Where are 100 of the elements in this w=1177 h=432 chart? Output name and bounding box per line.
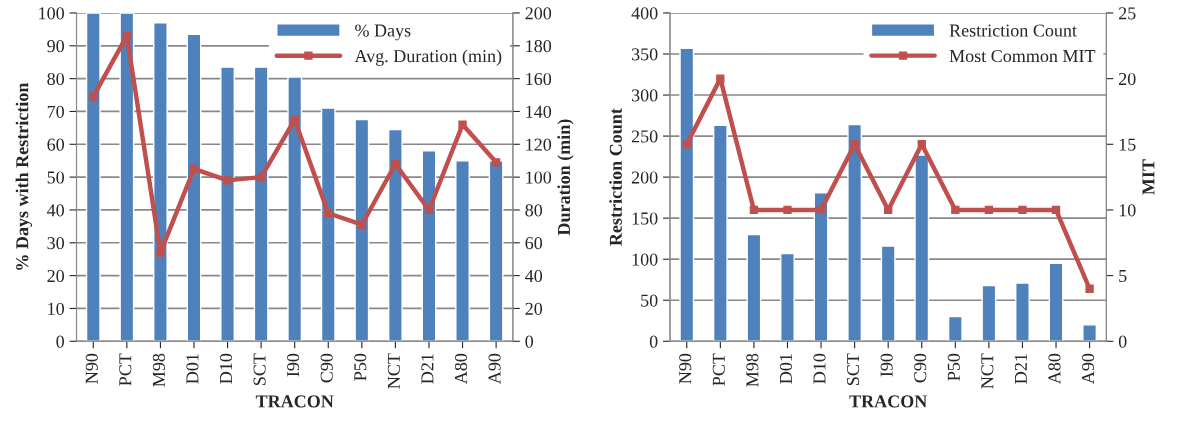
point — [951, 205, 960, 215]
y2-tick-label: 20 — [1118, 72, 1136, 86]
y-tick-label: 100 — [39, 7, 65, 20]
point — [491, 158, 501, 167]
point — [458, 120, 467, 129]
point — [156, 248, 165, 257]
y-tick-label: 400 — [631, 7, 658, 20]
bar — [712, 124, 728, 342]
bar — [679, 47, 695, 342]
point — [917, 140, 926, 149]
point — [122, 31, 132, 41]
y2-tick-label: 20 — [525, 302, 543, 315]
point — [1018, 205, 1027, 215]
x-tick-label: A90 — [1081, 353, 1095, 384]
bar — [813, 192, 829, 342]
y2-tick-label: 100 — [526, 171, 552, 184]
bar — [1048, 262, 1064, 342]
y-tick-label: 70 — [47, 105, 65, 118]
point — [884, 205, 893, 215]
y2-tick-label: 180 — [526, 40, 552, 53]
y-tick-label: 50 — [641, 294, 658, 307]
x-tick-label: M98 — [152, 353, 165, 387]
y2-tick-label: 80 — [525, 204, 543, 217]
bar — [186, 33, 202, 342]
x-tick-label: M98 — [746, 353, 759, 387]
bar — [153, 22, 168, 342]
x-tick-label: D01 — [186, 354, 199, 384]
x-axis-title: TRACON — [849, 395, 928, 408]
x-tick-label: PCT — [119, 353, 132, 386]
x-tick-label: I90 — [880, 353, 893, 377]
y-tick-label: 150 — [632, 212, 658, 225]
point — [1085, 284, 1094, 293]
bar — [220, 66, 235, 342]
y-tick-label: 0 — [56, 335, 65, 348]
y2-tick-label: 160 — [526, 72, 552, 86]
point — [290, 115, 299, 124]
bar — [981, 284, 997, 342]
point — [749, 205, 759, 215]
x-tick-label: A80 — [454, 353, 468, 384]
bar — [914, 154, 930, 342]
point — [189, 164, 199, 174]
bar — [119, 12, 135, 342]
y-tick-label: 80 — [47, 72, 65, 86]
point — [716, 74, 725, 83]
y-tick-label: 20 — [47, 269, 65, 283]
y2-axis-title: MIT — [1142, 159, 1155, 195]
bar — [421, 150, 437, 342]
y2-tick-label: 120 — [526, 138, 552, 151]
point — [357, 220, 367, 229]
bar — [85, 12, 101, 342]
y-axis-title: % Days with Restriction — [15, 82, 33, 270]
bar — [880, 245, 896, 342]
x-tick-label: C90 — [320, 353, 333, 383]
x-tick-label: A90 — [488, 353, 501, 384]
legend-label: % Days — [355, 24, 411, 41]
y2-tick-label: 140 — [526, 105, 552, 118]
y-tick-label: 350 — [631, 48, 658, 61]
y-tick-label: 0 — [649, 335, 658, 348]
legend-label: Avg. Duration (min) — [354, 49, 502, 66]
x-tick-label: D10 — [219, 353, 233, 384]
x-tick-label: P50 — [947, 353, 960, 381]
bar — [847, 123, 863, 342]
point — [1051, 205, 1061, 215]
y2-tick-label: 60 — [525, 237, 543, 250]
bar — [746, 233, 762, 342]
bar — [488, 160, 504, 342]
bar — [1015, 282, 1030, 342]
x-tick-label: NCT — [981, 353, 994, 389]
x-tick-label: C90 — [914, 353, 927, 383]
point — [391, 159, 400, 169]
point — [682, 140, 691, 149]
y-tick-label: 60 — [47, 138, 65, 151]
point — [89, 92, 98, 101]
x-tick-label: SCT — [847, 353, 860, 385]
point — [424, 205, 434, 215]
x-tick-label: I90 — [287, 353, 300, 377]
y-tick-label: 90 — [47, 40, 65, 53]
bar — [287, 76, 303, 342]
x-tick-label: D21 — [421, 354, 434, 384]
x-axis-title: TRACON — [255, 395, 334, 408]
bar — [320, 107, 336, 342]
y-tick-label: 300 — [631, 89, 658, 102]
y2-tick-label: 15 — [1119, 138, 1136, 151]
y-tick-label: 100 — [632, 253, 658, 266]
point — [324, 209, 333, 218]
point — [256, 172, 266, 182]
y2-tick-label: 200 — [525, 7, 552, 20]
point — [816, 205, 826, 215]
bar — [947, 315, 963, 342]
y2-axis-title: Duration (min) — [557, 119, 574, 236]
y2-tick-label: 40 — [525, 269, 543, 283]
x-tick-label: N90 — [85, 353, 98, 384]
y2-tick-label: 10 — [1119, 204, 1136, 217]
bar — [1082, 324, 1098, 342]
x-tick-label: SCT — [253, 353, 266, 385]
point — [984, 205, 994, 215]
x-tick-label: D21 — [1014, 354, 1027, 384]
bar — [455, 160, 470, 342]
x-tick-label: A80 — [1048, 353, 1061, 384]
x-tick-label: D01 — [779, 354, 792, 384]
